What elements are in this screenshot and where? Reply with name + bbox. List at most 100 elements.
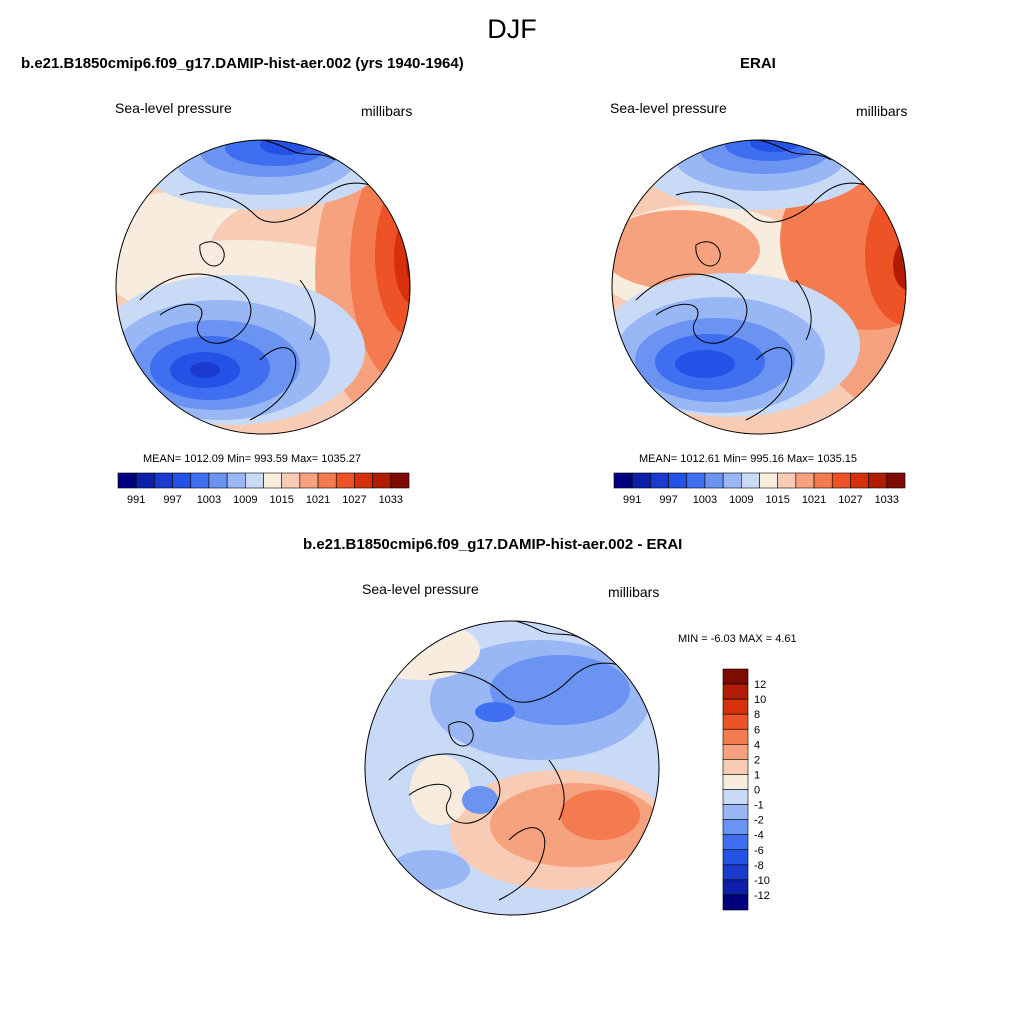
panel3-title: b.e21.B1850cmip6.f09_g17.DAMIP-hist-aer.… — [303, 536, 683, 553]
panel2-map — [612, 140, 906, 434]
panel2-colorbar-tick-label: 991 — [623, 494, 641, 506]
panel1-colorbar-swatch-11 — [317, 472, 337, 489]
panel3-coastlines — [388, 621, 620, 901]
panel2-colorbar-swatch-13 — [850, 472, 869, 489]
panel3-variable-label: Sea-level pressure — [362, 581, 479, 597]
panel2-colorbar-swatch-2 — [650, 472, 669, 489]
panel2-colorbar-swatch-1 — [631, 472, 651, 489]
panel2-colorbar-swatch-5 — [704, 472, 724, 489]
panel3-colorbar-tick-label: 4 — [754, 739, 760, 751]
panel1-title: b.e21.B1850cmip6.f09_g17.DAMIP-hist-aer.… — [21, 55, 464, 72]
panel2-colorbar-swatch-9 — [777, 472, 797, 489]
panel1-colorbar-swatch-7 — [245, 472, 264, 489]
panel1-colorbar-swatch-8 — [263, 472, 282, 489]
panel1-map — [116, 140, 410, 434]
panel1-map-border — [115, 139, 411, 435]
panel1-colorbar-swatch-12 — [335, 472, 355, 489]
panel3-stats: MIN = -6.03 MAX = 4.61 — [678, 633, 797, 645]
panel2-colorbar-swatch-15 — [886, 472, 906, 489]
panel2-colorbar-swatch-4 — [686, 472, 706, 489]
panel1-colorbar-tick-label: 1033 — [379, 494, 403, 506]
panel2-colorbar-swatch-8 — [759, 472, 778, 489]
panel1-colorbar-swatch-1 — [135, 472, 155, 489]
panel1-colorbar-swatch-15 — [390, 472, 410, 489]
panel3-colorbar-tick-label: 8 — [754, 709, 760, 721]
panel3-colorbar-swatch-8 — [722, 789, 749, 805]
panel1-colorbar-swatch-14 — [372, 472, 392, 489]
panel3-colorbar-tick-label: -10 — [754, 875, 770, 887]
panel2-colorbar-tick-label: 1021 — [802, 494, 826, 506]
panel2-colorbar-swatch-0 — [613, 472, 633, 489]
panel3-colorbar-swatch-9 — [722, 804, 749, 820]
panel3-colorbar-swatch-1 — [722, 683, 749, 700]
panel2-colorbar-swatch-14 — [868, 472, 888, 489]
panel2-units-label: millibars — [856, 103, 908, 119]
panel1-units-label: millibars — [361, 103, 413, 119]
panel3-colorbar-swatch-13 — [722, 864, 749, 881]
panel3-colorbar-swatch-10 — [722, 819, 749, 835]
panel1-colorbar-swatch-2 — [154, 472, 173, 489]
panel2-colorbar-swatch-10 — [795, 472, 815, 489]
panel3-colorbar-swatch-0 — [722, 668, 749, 685]
season-title: DJF — [487, 14, 537, 44]
panel3-units-label: millibars — [608, 584, 660, 600]
panel3-colorbar-swatch-2 — [722, 698, 749, 715]
panel3-colorbar-tick-label: -8 — [754, 860, 764, 872]
panel1-colorbar-tick-label: 991 — [127, 494, 145, 506]
panel2-colorbar-tick-label: 997 — [659, 494, 677, 506]
panel3-colorbar-tick-label: 10 — [754, 694, 766, 706]
panel1-colorbar-tick-label: 997 — [163, 494, 181, 506]
panel2-colorbar-tick-label: 1003 — [693, 494, 717, 506]
panel3-colorbar-swatch-6 — [722, 759, 749, 775]
panel2-colorbar-tick-label: 1033 — [875, 494, 899, 506]
panel2-variable-label: Sea-level pressure — [610, 100, 727, 116]
panel3-colorbar-tick-label: -1 — [754, 800, 764, 812]
panel3-colorbar-swatch-3 — [722, 713, 749, 730]
panel3-map-border — [364, 620, 660, 916]
panel2-colorbar: 991 997 1003 1009 1015 1021 1027 1033 — [613, 472, 906, 506]
panel1-colorbar-tick-label: 1009 — [233, 494, 257, 506]
panel2-colorbar-tick-label: 1015 — [765, 494, 789, 506]
panel3-colorbar-tick-label: 6 — [754, 724, 760, 736]
panel1-coastlines — [139, 140, 371, 421]
panel3-colorbar-tick-label: 12 — [754, 679, 766, 691]
panel1-colorbar-swatch-9 — [281, 472, 301, 489]
panel3-colorbar-tick-label: -4 — [754, 830, 764, 842]
panel2-colorbar-tick-label: 1027 — [838, 494, 862, 506]
panel3-map — [365, 621, 659, 915]
panel3-colorbar-tick-label: 1 — [754, 769, 760, 781]
panel2-colorbar-swatch-12 — [831, 472, 851, 489]
panel3-colorbar-swatch-11 — [722, 834, 749, 851]
panel3-colorbar-swatch-12 — [722, 849, 749, 866]
panel3-colorbar-swatch-7 — [722, 774, 749, 790]
panel3-colorbar-tick-label: -6 — [754, 845, 764, 857]
panel1-colorbar-swatch-0 — [117, 472, 137, 489]
panel3-colorbar-swatch-14 — [722, 879, 749, 896]
panel1-colorbar-swatch-4 — [190, 472, 210, 489]
panel1-colorbar-tick-label: 1003 — [197, 494, 221, 506]
panel1-colorbar-tick-label: 1015 — [269, 494, 293, 506]
panel1-colorbar-tick-label: 1027 — [342, 494, 366, 506]
panel1-colorbar-swatch-5 — [208, 472, 228, 489]
panel2-colorbar-swatch-6 — [722, 472, 742, 489]
panel1-colorbar-swatch-6 — [226, 472, 246, 489]
panel1-colorbar-swatch-10 — [299, 472, 319, 489]
panel3-colorbar-tick-label: -2 — [754, 815, 764, 827]
panel3-colorbar-swatch-4 — [722, 728, 749, 745]
panel2-coastlines — [635, 140, 867, 421]
panel1-colorbar: 991 997 1003 1009 1015 1021 1027 1033 — [117, 472, 410, 506]
panel1-variable-label: Sea-level pressure — [115, 100, 232, 116]
panel2-colorbar-swatch-11 — [813, 472, 833, 489]
panel1-colorbar-tick-label: 1021 — [306, 494, 330, 506]
panel2-colorbar-swatch-3 — [668, 472, 688, 489]
panel3-colorbar-tick-label: -12 — [754, 890, 770, 902]
panel3-colorbar-swatch-5 — [722, 744, 749, 760]
panel3-colorbar-swatch-15 — [722, 894, 749, 911]
panel2-title: ERAI — [740, 55, 776, 72]
panel2-colorbar-swatch-7 — [741, 472, 760, 489]
panel2-colorbar-tick-label: 1009 — [729, 494, 753, 506]
panel1-colorbar-swatch-13 — [354, 472, 373, 489]
panel1-stats: MEAN= 1012.09 Min= 993.59 Max= 1035.27 — [143, 453, 362, 465]
